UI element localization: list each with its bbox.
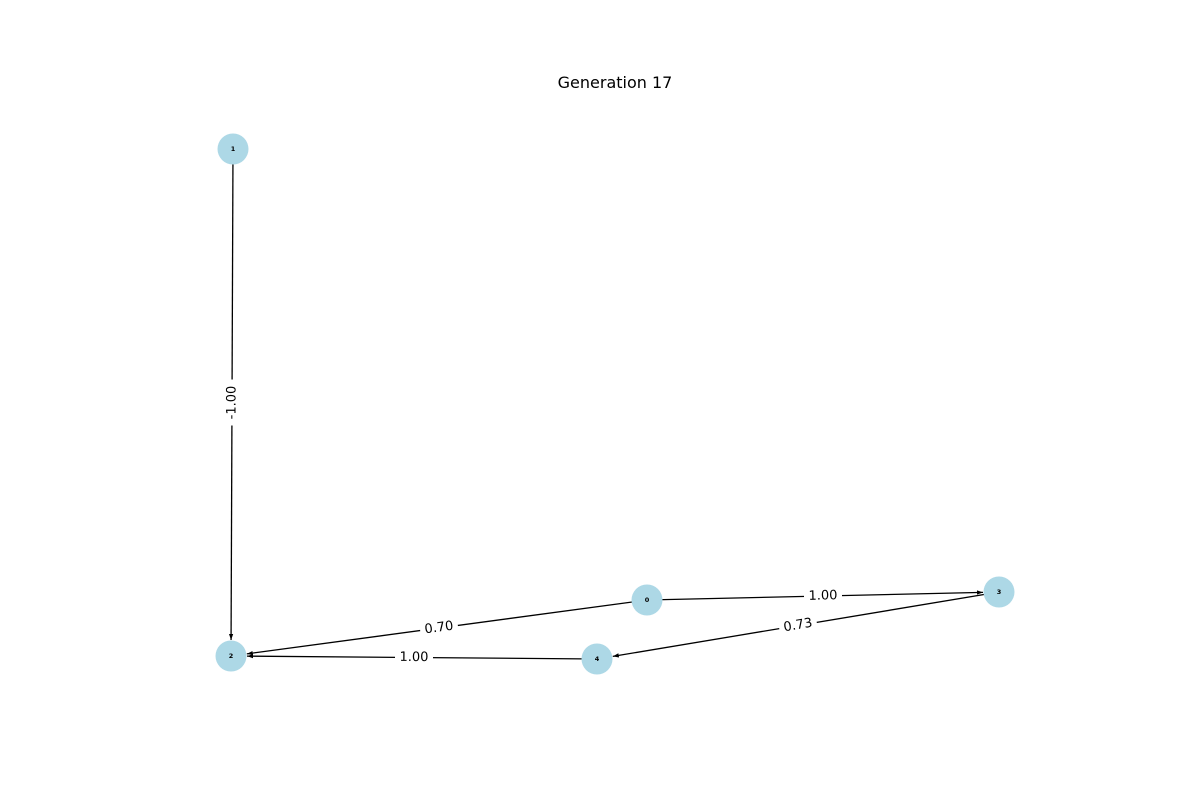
node-label: 1 — [231, 145, 236, 153]
edge-weight-label: 1.00 — [808, 588, 837, 604]
node-4: 4 — [581, 643, 613, 675]
edges-layer — [228, 148, 1000, 660]
edge-label-0-3: 1.00 — [803, 587, 843, 605]
node-0: 0 — [631, 584, 663, 616]
edge-label-4-2: 1.00 — [394, 649, 434, 666]
edge-weight-label: 1.00 — [399, 650, 428, 665]
node-1: 1 — [217, 133, 249, 165]
node-circle — [215, 640, 247, 672]
node-circle — [217, 133, 249, 165]
node-label: 0 — [645, 596, 650, 604]
edge-label-background — [223, 379, 241, 426]
edge-label-background — [803, 587, 843, 605]
edge-label-0-2: 0.70 — [419, 617, 459, 639]
node-circle — [631, 584, 663, 616]
node-2: 2 — [215, 640, 247, 672]
node-circle — [581, 643, 613, 675]
node-circle — [983, 576, 1015, 608]
edge-labels-layer: -1.00 1.00 0.70 0.73 1.00 — [223, 379, 843, 666]
edge-label-background — [777, 614, 819, 637]
edge-label-3-4: 0.73 — [777, 614, 819, 637]
edge-label-background — [419, 617, 459, 639]
nodes-layer: 0 1 2 3 4 — [215, 133, 1015, 675]
node-3: 3 — [983, 576, 1015, 608]
edge-weight-label: -1.00 — [224, 386, 239, 420]
diagram-title: Generation 17 — [558, 73, 673, 92]
edge-label-1-2: -1.00 — [223, 379, 241, 426]
edge-label-background — [394, 649, 434, 666]
edge-weight-label: 0.70 — [424, 619, 455, 638]
node-label: 2 — [229, 652, 234, 660]
edge-weight-label: 0.73 — [782, 616, 813, 636]
node-label: 4 — [595, 655, 600, 663]
node-label: 3 — [997, 588, 1002, 596]
